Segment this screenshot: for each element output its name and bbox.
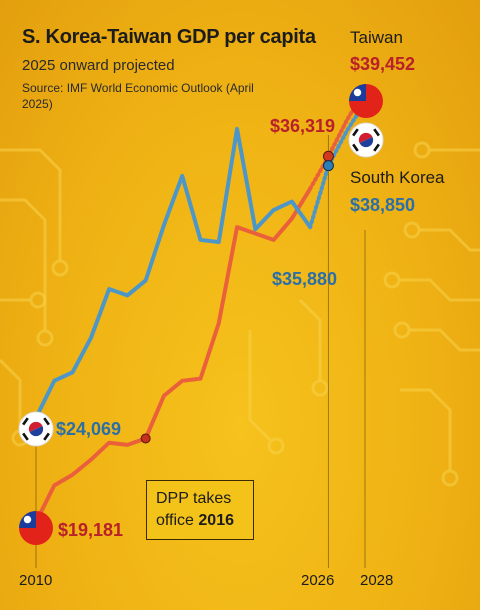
- south-korea-flag-icon-trigram-2: [373, 143, 380, 152]
- taiwan-flag-icon-2010-sun: [23, 515, 32, 524]
- korea-2010-value-label: $24,069: [56, 419, 122, 439]
- south-korea-flag-icon-2010-trigram-2: [43, 432, 50, 441]
- korea-series-label: South Korea: [350, 168, 445, 187]
- taiwan-flag-icon-body: [349, 84, 383, 118]
- source-note: Source: IMF World Economic Outlook (Apri…: [22, 81, 254, 111]
- south-korea-flag-icon: [348, 122, 384, 158]
- taiwan-line-actual: [34, 186, 313, 525]
- south-korea-flag-icon-taeguk-red: [358, 132, 373, 144]
- south-korea-flag-icon-2010-taeguk-blue: [29, 425, 44, 437]
- korea-2026-value-label: $35,880: [272, 269, 338, 289]
- taiwan-2010-value-label: $19,181: [58, 520, 124, 540]
- south-korea-line-actual: [34, 126, 313, 420]
- south-korea-flag-icon-trigram-1: [352, 128, 359, 137]
- dpp-annotation-year: 2016: [198, 512, 234, 529]
- taiwan-flag-icon-2010-body: [19, 511, 53, 545]
- taiwan-2028-value-label: $39,452: [350, 54, 416, 74]
- south-korea-flag-icon-2010-trigram-1: [22, 417, 29, 426]
- south-korea-flag-icon-2010-taeguk-red: [28, 421, 43, 433]
- taiwan-series-label: Taiwan: [350, 28, 403, 47]
- south-korea-flag-icon-2010-trigram-3: [43, 417, 50, 426]
- taiwan-flag-icon-sun: [353, 88, 362, 97]
- taiwan-2026-value-label: $36,319: [270, 116, 336, 136]
- x-tick-2028: 2028: [360, 572, 394, 589]
- taiwan-2026-marker: [322, 150, 334, 162]
- dpp-annotation-line2: office: [156, 512, 194, 529]
- taiwan-flag-icon: [349, 84, 383, 118]
- south-korea-flag-icon-taeguk-blue: [359, 136, 374, 148]
- dpp-marker-dot: [140, 433, 151, 444]
- south-korea-line-projected: [308, 100, 367, 230]
- dpp-annotation: DPP takes office 2016: [146, 480, 254, 540]
- chart-title: S. Korea-Taiwan GDP per capita: [22, 26, 316, 48]
- taiwan-flag-icon-2010: [19, 511, 53, 545]
- south-korea-flag-icon-trigram-4: [352, 143, 359, 152]
- chart-subtitle: 2025 onward projected: [22, 57, 175, 74]
- korea-2028-value-label: $38,850: [350, 195, 416, 215]
- south-korea-flag-icon-trigram-3: [373, 128, 380, 137]
- dpp-annotation-line1: DPP takes: [156, 490, 232, 507]
- x-tick-2026: 2026: [301, 572, 335, 589]
- south-korea-flag-icon-2010-trigram-4: [22, 432, 29, 441]
- south-korea-flag-icon-2010: [18, 411, 54, 447]
- korea-2026-marker: [322, 160, 334, 172]
- x-tick-2010: 2010: [19, 572, 53, 589]
